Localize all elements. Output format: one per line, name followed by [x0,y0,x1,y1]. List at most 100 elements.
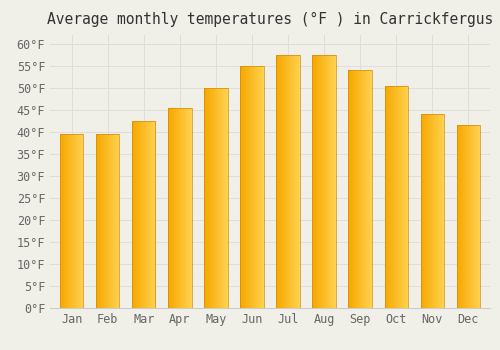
Bar [226,88,227,308]
Bar [110,134,111,308]
Bar [114,134,116,308]
Bar [429,114,430,308]
Bar [252,66,254,308]
Bar [428,114,429,308]
Bar [299,55,300,308]
Title: Average monthly temperatures (°F ) in Carrickfergus: Average monthly temperatures (°F ) in Ca… [47,12,493,27]
Bar [205,88,206,308]
Bar [188,108,189,308]
Bar [152,121,153,308]
Bar [169,108,170,308]
Bar [62,134,63,308]
Bar [424,114,426,308]
Bar [258,66,259,308]
Bar [64,134,66,308]
Bar [348,70,350,308]
Bar [73,134,74,308]
Bar [398,86,400,308]
Bar [100,134,102,308]
Bar [107,134,108,308]
Bar [71,134,72,308]
Bar [357,70,358,308]
Bar [298,55,299,308]
Bar [460,125,462,308]
Bar [114,134,115,308]
Bar [327,55,328,308]
Bar [397,86,398,308]
Bar [210,88,211,308]
Bar [97,134,98,308]
Bar [437,114,438,308]
Bar [254,66,255,308]
Bar [204,88,205,308]
Bar [430,114,431,308]
Bar [108,134,110,308]
Bar [76,134,77,308]
Bar [420,114,444,308]
Bar [219,88,220,308]
Bar [292,55,294,308]
Bar [324,55,325,308]
Bar [396,86,397,308]
Bar [206,88,208,308]
Bar [384,86,408,308]
Bar [277,55,278,308]
Bar [331,55,332,308]
Bar [348,70,372,308]
Bar [60,134,62,308]
Bar [70,134,71,308]
Bar [138,121,139,308]
Bar [394,86,396,308]
Bar [191,108,192,308]
Bar [296,55,298,308]
Bar [326,55,328,308]
Bar [369,70,370,308]
Bar [143,121,144,308]
Bar [389,86,390,308]
Bar [240,66,264,308]
Bar [248,66,249,308]
Bar [366,70,367,308]
Bar [291,55,292,308]
Bar [289,55,290,308]
Bar [387,86,388,308]
Bar [320,55,321,308]
Bar [362,70,364,308]
Bar [77,134,78,308]
Bar [361,70,362,308]
Bar [392,86,393,308]
Bar [401,86,402,308]
Bar [117,134,118,308]
Bar [290,55,291,308]
Bar [463,125,464,308]
Bar [360,70,361,308]
Bar [66,134,67,308]
Bar [317,55,318,308]
Bar [407,86,408,308]
Bar [133,121,134,308]
Bar [388,86,389,308]
Bar [144,121,146,308]
Bar [351,70,352,308]
Bar [147,121,148,308]
Bar [168,108,192,308]
Bar [96,134,120,308]
Bar [154,121,156,308]
Bar [440,114,441,308]
Bar [259,66,260,308]
Bar [433,114,434,308]
Bar [220,88,222,308]
Bar [244,66,245,308]
Bar [149,121,150,308]
Bar [402,86,404,308]
Bar [292,55,293,308]
Bar [251,66,252,308]
Bar [68,134,70,308]
Bar [469,125,470,308]
Bar [240,66,241,308]
Bar [218,88,219,308]
Bar [314,55,315,308]
Bar [420,114,422,308]
Bar [314,55,316,308]
Bar [139,121,140,308]
